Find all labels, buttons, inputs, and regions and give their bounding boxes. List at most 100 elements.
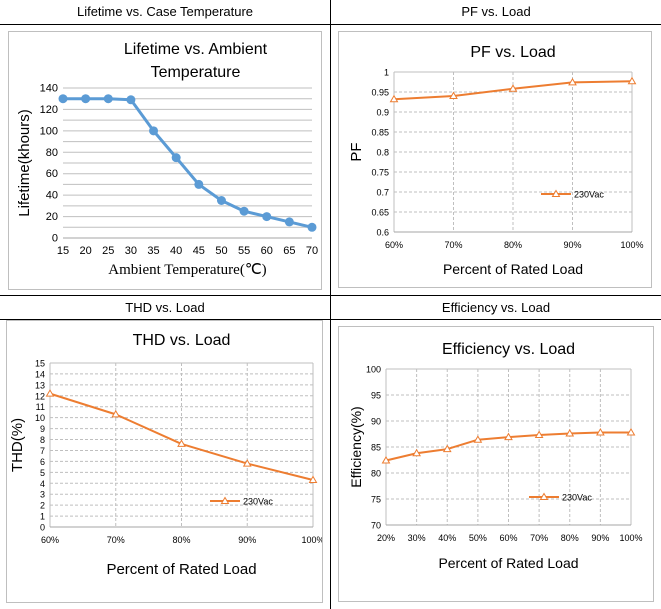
x-tick-label: 80% — [504, 240, 522, 250]
x-tick-label: 20 — [80, 245, 92, 257]
chart-frame-thd: THD vs. Load 0 1 2 3 4 5 6 7 8 9 10 11 12 13 14 15 60% 70%… — [6, 320, 325, 603]
y-tick-label: 0.9 — [376, 108, 389, 118]
chart-title: PF vs. Load — [470, 44, 555, 61]
y-tick-label: 0.65 — [371, 208, 389, 218]
data-point — [239, 206, 249, 216]
x-tick-label: 65 — [283, 245, 295, 257]
y-tick-label: 3 — [40, 490, 45, 500]
y-tick-label: 80 — [46, 147, 58, 159]
y-tick-label: 100 — [366, 365, 381, 375]
y-tick-label: 0.8 — [376, 148, 389, 158]
x-tick-label: 55 — [238, 245, 250, 257]
data-point — [242, 459, 252, 467]
data-point — [149, 126, 159, 136]
chart-efficiency: Efficiency vs. Load 70 75 80 85 90 95 100 20% 30%… — [348, 341, 643, 571]
data-point — [508, 84, 518, 92]
y-tick-label: 8 — [40, 435, 45, 445]
chart-frame-pf: PF vs. Load 0.6 0.65 0.7 0.75 0.8 0.85 0.9 0.95 1… — [338, 31, 652, 288]
panel-thd: THD vs. Load THD vs. Load 0 1 2 3 4 5 6 7 8 9 10 11 1… — [0, 296, 331, 609]
legend-marker — [220, 496, 230, 504]
panel-header-thd: THD vs. Load — [0, 296, 330, 320]
y-tick-label: 140 — [40, 83, 58, 95]
y-tick-label: 4 — [40, 479, 45, 489]
y-tick-label: 12 — [35, 391, 45, 401]
x-tick-label: 60% — [499, 533, 517, 543]
panel-header-lifetime: Lifetime vs. Case Temperature — [0, 0, 330, 25]
x-tick-label: 15 — [57, 245, 69, 257]
y-tick-label: 0.95 — [371, 88, 389, 98]
y-axis-label: THD(%) — [9, 418, 26, 472]
y-tick-label: 13 — [35, 380, 45, 390]
data-point — [111, 409, 121, 418]
data-point — [262, 212, 272, 222]
data-point — [534, 430, 544, 439]
y-tick-label: 2 — [40, 501, 45, 511]
y-tick-label: 14 — [35, 369, 45, 379]
panel-pf: PF vs. Load PF vs. Load 0.6 0.65 0.7 0.75 0.8… — [331, 0, 661, 296]
x-tick-label: 90% — [563, 240, 581, 250]
data-point — [412, 448, 421, 457]
chart-title: Temperature — [151, 64, 241, 81]
data-point — [194, 179, 204, 189]
x-tick-label: 20% — [377, 533, 395, 543]
data-point — [171, 153, 181, 163]
x-tick-label: 70% — [444, 240, 462, 250]
x-axis-label: Percent of Rated Load — [443, 261, 583, 277]
data-point — [45, 389, 55, 397]
chart-title: Efficiency vs. Load — [442, 341, 575, 358]
legend-marker — [539, 492, 549, 500]
x-tick-label: 80% — [172, 535, 190, 545]
legend-label: 230Vac — [562, 493, 592, 503]
y-tick-label: 0.7 — [376, 188, 389, 198]
y-tick-label: 0 — [40, 523, 45, 533]
x-tick-label: 40 — [170, 245, 182, 257]
x-tick-label: 25 — [102, 245, 114, 257]
y-tick-label: 0.75 — [371, 168, 389, 178]
x-tick-label: 50% — [469, 533, 487, 543]
panel-header-pf: PF vs. Load — [331, 0, 661, 25]
data-point — [284, 217, 294, 227]
y-tick-label: 85 — [371, 443, 381, 453]
y-tick-label: 7 — [40, 446, 45, 456]
data-point — [58, 94, 68, 104]
data-point — [308, 475, 318, 483]
x-tick-label: 100% — [620, 240, 643, 250]
data-point — [442, 444, 452, 453]
data-point — [568, 77, 577, 86]
data-point — [381, 456, 391, 464]
legend-label: 230Vac — [243, 497, 273, 507]
y-tick-label: 0 — [52, 233, 58, 245]
y-tick-label: 60 — [46, 168, 58, 180]
panel-efficiency: Efficiency vs. Load Efficiency vs. Load 7… — [331, 296, 661, 609]
x-tick-label: 60% — [385, 240, 403, 250]
y-tick-label: 10 — [35, 413, 45, 423]
x-tick-label: 90% — [238, 535, 256, 545]
chart-title: Lifetime vs. Ambient — [124, 41, 268, 58]
data-point — [216, 196, 226, 205]
data-point — [307, 222, 317, 232]
x-tick-label: 30 — [125, 245, 137, 257]
x-tick-label: 70% — [530, 533, 548, 543]
chart-lifetime: Lifetime vs. Ambient Temperature 0 20 40 60 80… — [16, 41, 318, 278]
data-point — [626, 427, 636, 436]
x-tick-label: 70 — [306, 245, 318, 257]
y-tick-label: 0.85 — [371, 128, 389, 138]
y-tick-label: 120 — [40, 104, 58, 116]
legend-marker — [551, 189, 561, 197]
x-tick-label: 35 — [147, 245, 159, 257]
chart-frame-efficiency: Efficiency vs. Load 70 75 80 85 90 95 100 20% 30%… — [338, 326, 654, 602]
x-tick-label: 90% — [591, 533, 609, 543]
y-tick-label: 1 — [384, 68, 389, 78]
data-point — [473, 435, 483, 443]
y-tick-label: 100 — [40, 125, 58, 137]
x-tick-label: 100% — [301, 535, 322, 545]
y-tick-label: 90 — [371, 417, 381, 427]
y-axis-label: PF — [348, 142, 365, 161]
x-tick-label: 45 — [193, 245, 205, 257]
x-axis-label: Percent of Rated Load — [106, 561, 256, 578]
y-tick-label: 15 — [35, 359, 45, 369]
y-tick-label: 40 — [46, 190, 58, 202]
x-tick-label: 80% — [561, 533, 579, 543]
